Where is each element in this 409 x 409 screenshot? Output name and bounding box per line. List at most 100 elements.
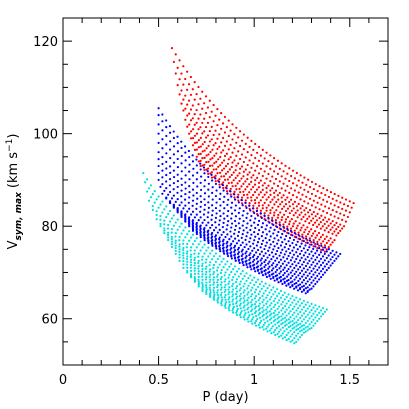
data-point-series-1 <box>225 184 229 187</box>
data-point-series-2 <box>291 284 294 288</box>
data-point-series-3 <box>209 288 212 292</box>
data-point-series-3 <box>170 243 174 246</box>
data-point-series-2 <box>225 187 228 190</box>
data-point-series-2 <box>339 252 342 256</box>
data-point-series-3 <box>295 325 298 328</box>
data-point-series-3 <box>285 302 288 305</box>
data-point-series-3 <box>306 325 309 328</box>
data-point-series-2 <box>168 184 172 187</box>
data-point-series-1 <box>320 192 323 195</box>
data-point-series-3 <box>174 231 177 235</box>
data-point-series-3 <box>197 285 200 288</box>
data-point-series-2 <box>176 173 179 176</box>
data-point-series-3 <box>258 302 262 305</box>
data-point-series-1 <box>191 104 194 107</box>
data-point-series-3 <box>246 303 249 306</box>
data-point-series-3 <box>274 318 277 322</box>
data-point-series-3 <box>155 210 158 213</box>
data-point-series-3 <box>300 308 304 311</box>
data-point-series-2 <box>249 256 252 260</box>
data-point-series-1 <box>291 169 295 172</box>
data-point-series-2 <box>281 262 284 265</box>
data-point-series-3 <box>235 311 238 314</box>
data-point-series-3 <box>189 258 193 261</box>
data-point-series-2 <box>165 160 168 163</box>
data-point-series-2 <box>221 225 224 229</box>
data-point-series-2 <box>237 211 240 215</box>
data-point-series-1 <box>240 185 243 188</box>
x-tick-label: 0 <box>59 373 67 388</box>
data-point-series-3 <box>287 293 290 296</box>
data-point-series-3 <box>260 319 263 323</box>
data-point-series-1 <box>215 160 218 163</box>
data-point-series-2 <box>291 280 294 283</box>
data-point-series-3 <box>270 307 273 311</box>
data-point-series-1 <box>331 197 334 200</box>
data-point-series-3 <box>275 326 278 330</box>
data-point-series-2 <box>203 179 207 182</box>
data-point-series-3 <box>281 332 284 335</box>
data-point-series-1 <box>329 202 332 205</box>
data-point-series-2 <box>188 163 191 166</box>
data-point-series-1 <box>303 200 306 203</box>
data-point-series-1 <box>313 230 317 233</box>
data-point-series-2 <box>230 222 234 225</box>
data-point-series-2 <box>282 278 285 281</box>
data-point-series-1 <box>227 158 230 161</box>
data-point-series-2 <box>263 265 266 269</box>
data-point-series-2 <box>242 209 245 213</box>
data-point-series-3 <box>165 205 168 208</box>
data-point-series-3 <box>247 284 250 287</box>
data-point-series-2 <box>298 283 302 286</box>
data-point-series-3 <box>247 296 250 300</box>
data-point-series-3 <box>224 288 227 291</box>
data-point-series-2 <box>287 283 290 286</box>
data-point-series-1 <box>256 207 259 210</box>
data-point-series-2 <box>300 249 303 253</box>
data-point-series-3 <box>232 276 235 279</box>
data-point-series-1 <box>282 170 285 173</box>
data-point-series-1 <box>222 181 225 184</box>
data-point-series-3 <box>276 307 279 310</box>
data-point-series-1 <box>296 209 299 212</box>
data-point-series-1 <box>209 158 212 161</box>
data-point-series-2 <box>300 285 304 288</box>
data-point-series-1 <box>207 144 210 148</box>
data-point-series-3 <box>300 314 304 317</box>
data-point-series-2 <box>242 229 245 232</box>
data-point-series-2 <box>253 239 256 242</box>
data-point-series-3 <box>224 302 227 306</box>
data-point-series-1 <box>288 212 291 215</box>
data-point-series-2 <box>165 173 168 177</box>
data-point-series-3 <box>239 311 242 315</box>
data-point-series-2 <box>302 247 305 250</box>
data-point-series-1 <box>219 155 222 159</box>
data-point-series-1 <box>259 167 262 170</box>
data-point-series-2 <box>325 256 328 260</box>
data-point-series-2 <box>301 275 304 278</box>
data-point-series-1 <box>259 191 262 194</box>
data-point-series-2 <box>219 204 222 207</box>
data-point-series-3 <box>304 321 307 325</box>
data-point-series-1 <box>263 170 266 173</box>
data-point-series-2 <box>291 234 294 237</box>
data-point-series-3 <box>193 261 197 265</box>
data-point-series-2 <box>241 224 244 227</box>
data-point-series-3 <box>231 290 234 293</box>
data-point-series-3 <box>280 309 283 312</box>
data-point-series-1 <box>228 175 231 179</box>
data-point-series-3 <box>244 312 247 315</box>
data-point-series-2 <box>304 258 307 261</box>
data-point-series-3 <box>182 254 185 257</box>
data-point-series-1 <box>313 221 317 224</box>
data-point-series-1 <box>290 174 293 178</box>
data-point-series-1 <box>231 123 234 126</box>
data-point-series-2 <box>331 255 334 259</box>
data-point-series-1 <box>215 168 218 171</box>
data-point-series-1 <box>292 222 295 225</box>
data-point-series-1 <box>269 167 272 170</box>
data-point-series-3 <box>289 320 292 323</box>
data-point-series-3 <box>258 316 262 319</box>
data-point-series-2 <box>305 237 308 240</box>
data-point-series-1 <box>277 205 280 208</box>
